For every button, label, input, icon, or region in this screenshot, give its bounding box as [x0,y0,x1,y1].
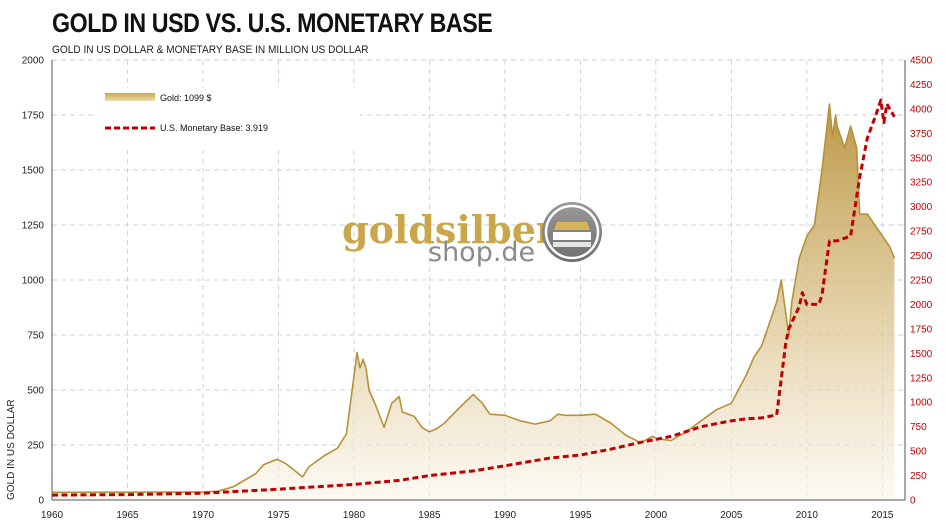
right-tick-1500: 1500 [910,349,933,360]
right-tick-4250: 4250 [910,80,933,91]
x-tick-1970: 1970 [192,510,215,521]
x-tick-labels: 1960 1965 1970 1975 1980 1985 1990 1995 2000 2005… [41,510,894,521]
left-tick-1000: 1000 [22,276,45,287]
x-tick-1965: 1965 [116,510,139,521]
legend: Gold: 1099 $ U.S. Monetary Base: 3.919 [95,88,360,148]
right-tick-2500: 2500 [910,251,933,262]
chart-title: GOLD IN USD VS. U.S. MONETARY BASE [52,8,493,38]
x-tick-2010: 2010 [796,510,819,521]
x-tick-2005: 2005 [720,510,743,521]
right-tick-3250: 3250 [910,178,933,189]
left-tick-500: 500 [27,386,44,397]
right-tick-1000: 1000 [910,398,933,409]
right-tick-3750: 3750 [910,129,933,140]
right-tick-4000: 4000 [910,104,933,115]
gold-area [52,104,895,500]
right-tick-3500: 3500 [910,153,933,164]
right-tick-750: 750 [910,422,927,433]
logo-word-shop: shop.de [428,237,535,268]
monetary-base-series-line [51,98,896,497]
monetary-base-line [51,98,896,497]
left-tick-1500: 1500 [22,166,45,177]
logo-word-goldsilber: goldsilber [342,207,557,252]
legend-base-label: U.S. Monetary Base: 3.919 [160,123,268,133]
gold-line [51,103,896,494]
left-tick-2000: 2000 [22,56,45,67]
legend-gold-label: Gold: 1099 $ [160,93,212,103]
x-tick-1975: 1975 [267,510,290,521]
right-tick-2250: 2250 [910,276,933,287]
x-tick-2000: 2000 [645,510,668,521]
chart-subtitle: GOLD IN US DOLLAR & MONETARY BASE IN MIL… [52,44,369,56]
x-tick-1980: 1980 [343,510,366,521]
gold-series-line [51,103,896,494]
left-tick-labels: 0 250 500 750 1000 1250 1500 1750 2000 [22,56,45,507]
right-tick-1750: 1750 [910,324,933,335]
right-tick-3000: 3000 [910,202,933,213]
gold-area-fill [52,104,895,500]
left-tick-1750: 1750 [22,111,45,122]
right-tick-500: 500 [910,447,927,458]
right-tick-labels: 0 250 500 750 1000 1250 1500 1750 2000 2250 2500 27… [910,56,933,507]
right-tick-1250: 1250 [910,373,933,384]
x-tick-1990: 1990 [494,510,517,521]
left-tick-0: 0 [38,496,44,507]
left-tick-750: 750 [27,331,44,342]
left-tick-1250: 1250 [22,221,45,232]
legend-gold-swatch [105,93,155,101]
gold-bar-coin-icon [542,202,602,262]
logo: goldsilber shop.de [342,202,602,268]
x-tick-1985: 1985 [418,510,441,521]
left-tick-250: 250 [27,441,44,452]
right-tick-4500: 4500 [910,56,933,67]
x-tick-2015: 2015 [871,510,894,521]
x-tick-1960: 1960 [41,510,64,521]
right-tick-250: 250 [910,471,927,482]
right-tick-0: 0 [910,496,916,507]
right-tick-2750: 2750 [910,227,933,238]
y-axis-label: GOLD IN US DOLLAR [6,399,17,500]
right-tick-2000: 2000 [910,300,933,311]
x-tick-1995: 1995 [569,510,592,521]
